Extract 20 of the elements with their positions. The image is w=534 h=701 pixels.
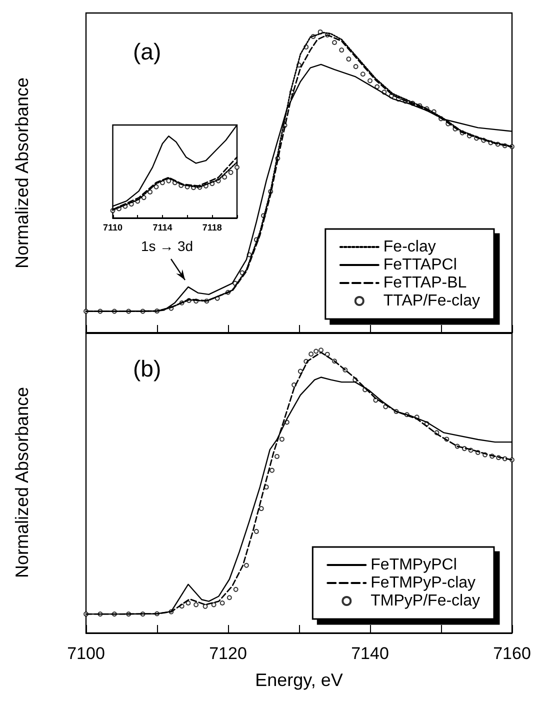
x-tick-label: 7118 <box>202 222 222 232</box>
legend-label: Fe-clay <box>383 238 436 256</box>
legend-label: FeTMPyP-clay <box>370 574 476 592</box>
x-tick-label: 7160 <box>493 644 531 663</box>
legend-label: FeTTAPCl <box>383 256 457 274</box>
x-axis-title: Energy, eV <box>255 670 343 690</box>
chart-title: (a) <box>133 38 162 64</box>
legend-label: TMPyP/Fe-clay <box>370 592 480 610</box>
x-tick-label: 7140 <box>351 644 389 663</box>
y-axis-title: Normalized Absorbance <box>12 386 32 578</box>
chart-title: (b) <box>133 356 162 382</box>
legend-label: FeTTAP-BL <box>383 274 467 292</box>
x-tick-label: 7120 <box>209 644 247 663</box>
annotation: 1s → 3d <box>140 238 194 254</box>
legend-label: TTAP/Fe-clay <box>383 292 480 310</box>
x-tick-label: 7114 <box>152 222 172 232</box>
legend-label: FeTMPyPCl <box>370 556 457 574</box>
x-tick-label: 7110 <box>102 222 123 232</box>
y-axis-title: Normalized Absorbance <box>12 77 32 269</box>
x-tick-label: 7100 <box>67 644 105 663</box>
